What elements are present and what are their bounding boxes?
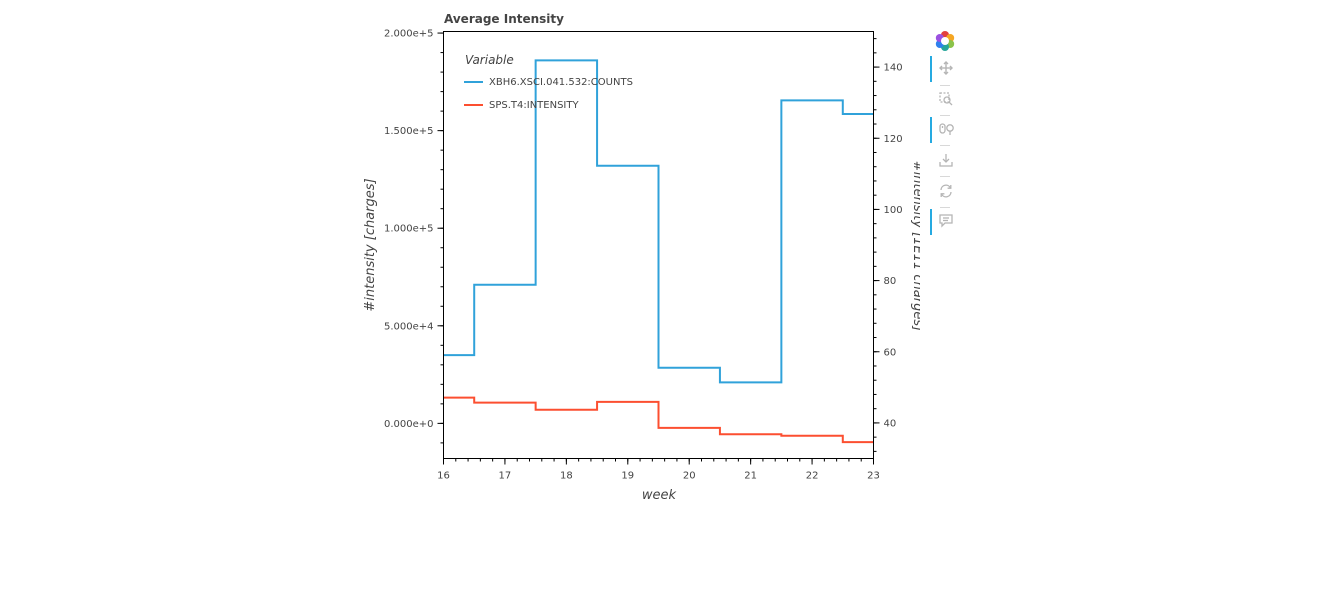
box-zoom-tool[interactable]: [930, 87, 960, 113]
legend: Variable XBH6.XSCI.041.532:COUNTS SPS.T4…: [464, 53, 633, 111]
series-layer: [443, 59, 874, 444]
x-axis: 16 17 18 19 20 21 22 23: [437, 458, 880, 482]
x-tick-label: 19: [621, 471, 634, 482]
bokeh-logo-icon[interactable]: [934, 30, 956, 52]
save-tool[interactable]: [930, 148, 960, 174]
y-axis-left: 0.000e+0 5.000e+4 1.000e+5 1.500e+5 2.000e+5: [384, 29, 444, 444]
x-tick-label: 21: [744, 471, 757, 482]
chart-title: Average Intensity: [444, 12, 564, 26]
y-right-tick-label: 140: [884, 63, 903, 74]
x-tick-label: 17: [499, 471, 512, 482]
x-tick-label: 23: [867, 471, 880, 482]
y-tick-label: 0.000e+0: [384, 419, 434, 430]
y-right-tick-label: 60: [884, 347, 897, 358]
hover-icon: [939, 214, 953, 228]
y-axis-label-right: #intensity [1E11 charges]: [910, 161, 920, 331]
legend-title: Variable: [465, 53, 514, 67]
plot-frame: [443, 31, 874, 459]
pan-tool[interactable]: [930, 56, 960, 82]
legend-label: XBH6.XSCI.041.532:COUNTS: [489, 77, 633, 88]
y-right-tick-label: 100: [884, 205, 903, 216]
x-tick-label: 22: [806, 471, 819, 482]
legend-item[interactable]: XBH6.XSCI.041.532:COUNTS: [464, 77, 633, 88]
hover-tool[interactable]: [930, 209, 960, 235]
legend-label: SPS.T4:INTENSITY: [489, 100, 579, 111]
y-tick-label: 2.000e+5: [384, 29, 434, 40]
series-line: [443, 396, 874, 444]
box-zoom-icon: [939, 92, 953, 106]
save-icon: [939, 154, 953, 167]
wheel-zoom-icon: [939, 123, 954, 135]
chart-toolbar: [928, 28, 962, 240]
y-right-tick-label: 40: [884, 418, 897, 429]
x-tick-label: 18: [560, 471, 573, 482]
series-line: [443, 59, 874, 384]
legend-item[interactable]: SPS.T4:INTENSITY: [464, 100, 579, 111]
x-tick-label: 16: [437, 471, 450, 482]
x-tick-label: 20: [683, 471, 696, 482]
y-right-tick-label: 120: [884, 134, 903, 145]
y-tick-label: 5.000e+4: [384, 321, 434, 332]
y-axis-right: 40 60 80 100 120 140: [873, 38, 903, 452]
x-axis-label: week: [642, 488, 677, 503]
reset-icon: [940, 184, 952, 198]
y-tick-label: 1.500e+5: [384, 126, 434, 137]
y-axis-label-left: #intensity [charges]: [363, 178, 378, 311]
wheel-zoom-tool[interactable]: [930, 117, 960, 143]
y-tick-label: 1.000e+5: [384, 224, 434, 235]
y-right-tick-label: 80: [884, 276, 897, 287]
move-icon: [939, 61, 953, 75]
chart: Average Intensity 16 17 18 19 20 21 22 23 0.000…: [363, 12, 920, 503]
reset-tool[interactable]: [930, 179, 960, 205]
